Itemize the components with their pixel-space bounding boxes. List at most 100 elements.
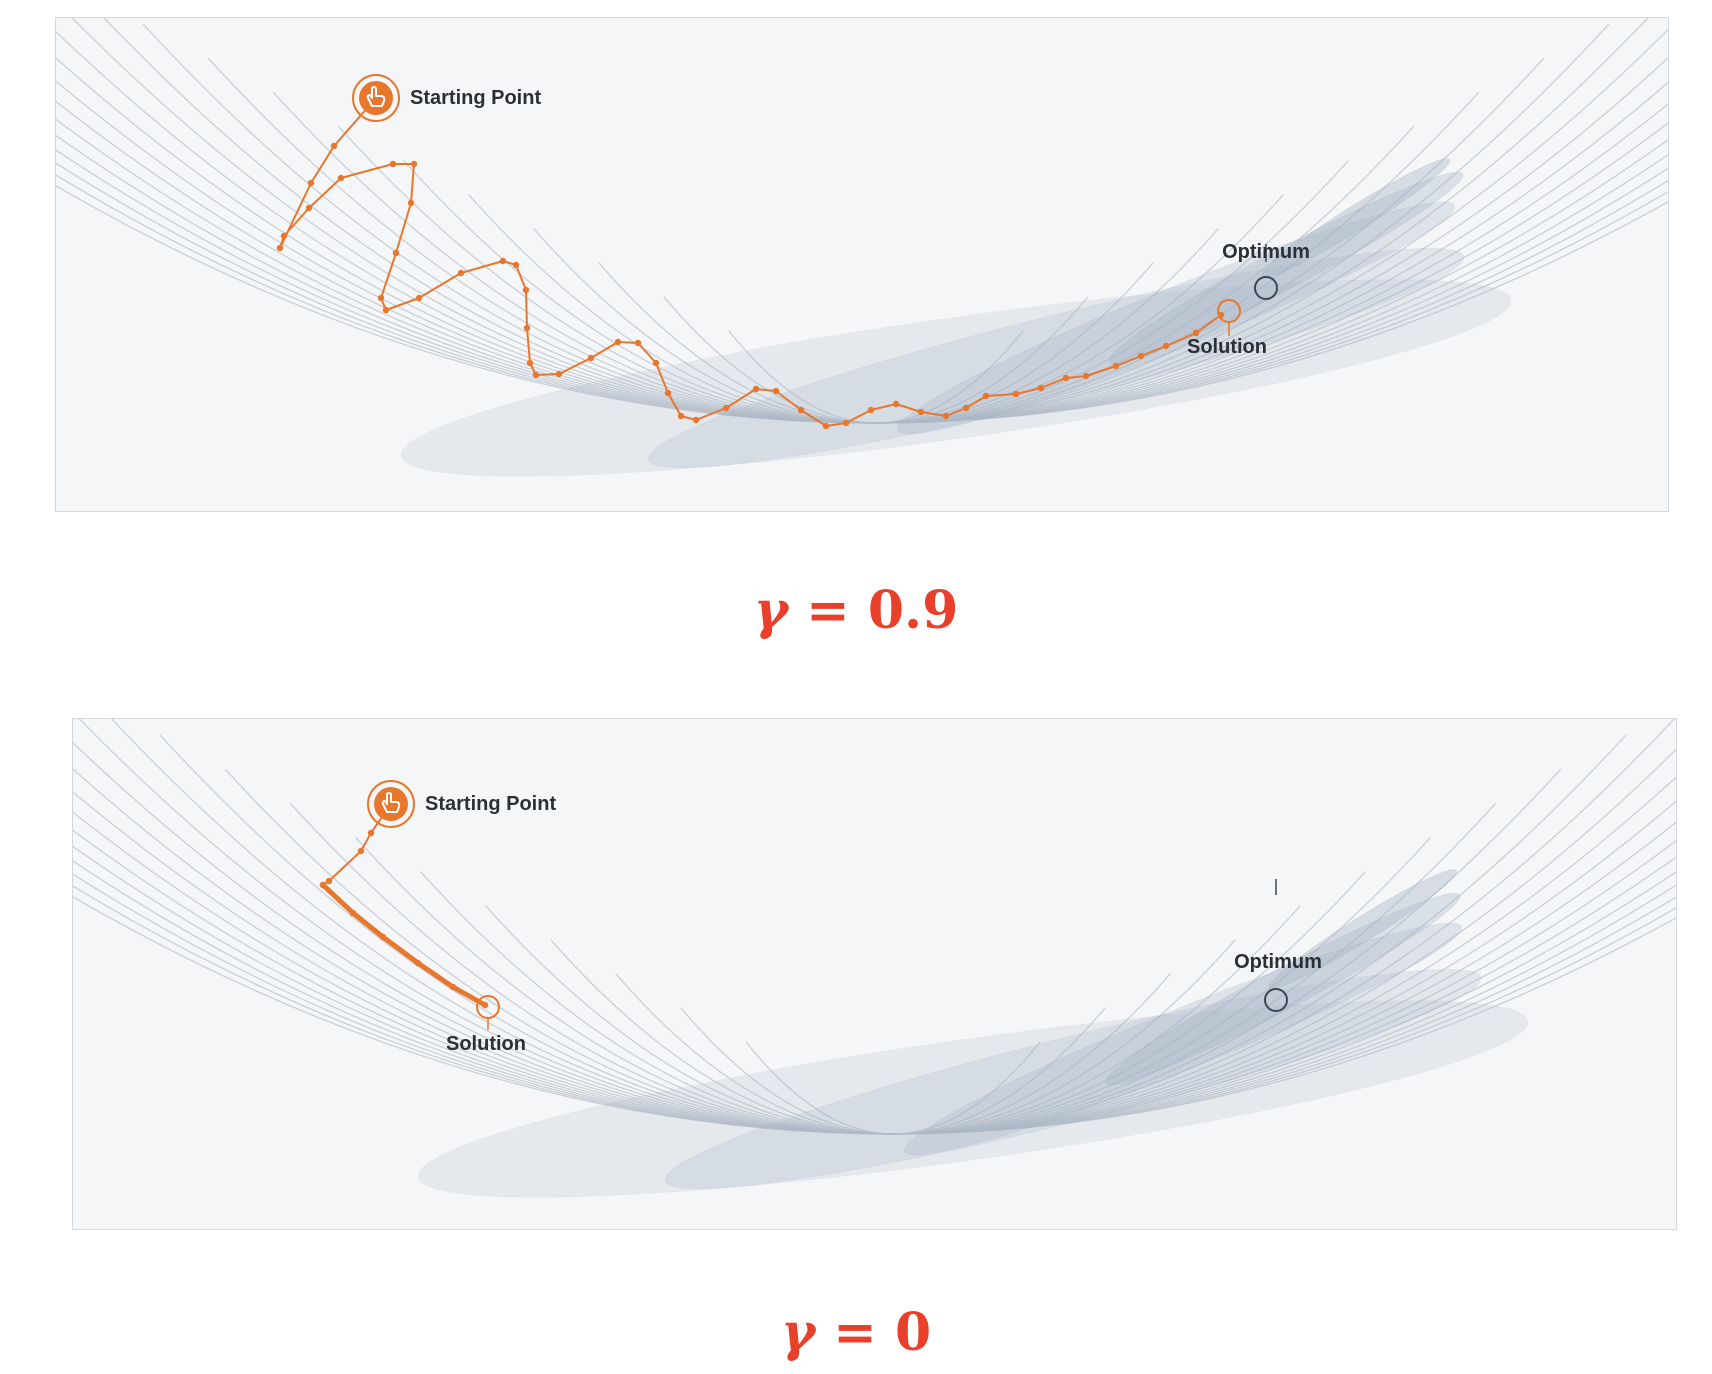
path-step-dot xyxy=(614,338,622,346)
path-step-dot xyxy=(512,261,520,269)
path-step-dot xyxy=(449,983,457,991)
target-circle-icon xyxy=(1264,988,1288,1012)
valley-contour xyxy=(1268,869,1458,989)
solution-marker: Solution xyxy=(446,995,526,1055)
path-step-dot xyxy=(692,416,700,424)
path-step-dot xyxy=(349,909,357,917)
path-step-dot xyxy=(337,174,345,182)
path-step-dot xyxy=(414,959,422,967)
starting-point-label: Starting Point xyxy=(410,87,541,109)
path-step-dot xyxy=(357,847,365,855)
path-step-dot xyxy=(677,412,685,420)
path-step-dot xyxy=(499,257,507,265)
path-step-dot xyxy=(1162,342,1170,350)
path-step-dot xyxy=(1037,384,1045,392)
starting-point-marker[interactable]: Starting Point xyxy=(367,780,556,828)
path-step-dot xyxy=(892,400,900,408)
path-step-dot xyxy=(532,371,540,379)
path-step-dot xyxy=(587,354,595,362)
path-step-dot xyxy=(822,422,830,430)
path-step-dot xyxy=(392,249,400,257)
optimization-path xyxy=(319,800,489,1009)
contour-line xyxy=(73,896,1676,1135)
valley-contour xyxy=(664,969,1482,1189)
valley-contour xyxy=(897,201,1455,435)
valley-shading xyxy=(400,158,1512,477)
path-step-dot xyxy=(389,160,397,168)
path-step-dot xyxy=(652,359,660,367)
gamma-value: 0 xyxy=(894,1302,932,1363)
starting-point-marker[interactable]: Starting Point xyxy=(352,74,541,122)
path-line xyxy=(279,97,1222,427)
path-step-dot xyxy=(325,877,333,885)
path-step-dot xyxy=(1112,362,1120,370)
optimum-marker: Optimum xyxy=(1234,879,1322,1012)
path-step-dot xyxy=(481,1001,489,1009)
valley-contour xyxy=(1261,158,1451,278)
gamma-symbol: γ xyxy=(753,580,789,641)
caption-gamma-0: γ = 0 xyxy=(556,1302,1156,1363)
valley-contour xyxy=(904,922,1462,1156)
solution-label: Solution xyxy=(446,1033,526,1055)
valley-contour xyxy=(1108,171,1464,365)
path-step-dot xyxy=(797,406,805,414)
path-step-dot xyxy=(664,389,672,397)
valley-contour xyxy=(1105,892,1461,1086)
valley-contour xyxy=(647,248,1465,468)
contour-lines xyxy=(56,18,1668,424)
path-step-dot xyxy=(555,370,563,378)
path-step-dot xyxy=(526,359,534,367)
path-step-dot xyxy=(382,306,390,314)
path-step-dot xyxy=(276,244,284,252)
path-step-dot xyxy=(1192,329,1200,337)
contour-lines xyxy=(73,719,1676,1135)
path-step-dot xyxy=(752,385,760,393)
gamma-value: 0.9 xyxy=(867,580,959,641)
optimum-label: Optimum xyxy=(1222,241,1310,263)
path-step-dot xyxy=(410,160,418,168)
path-step-dot xyxy=(722,404,730,412)
gamma-symbol: γ xyxy=(780,1302,816,1363)
hand-pointer-icon xyxy=(381,792,401,813)
path-step-dot xyxy=(522,286,530,294)
path-step-dot xyxy=(982,392,990,400)
path-step-dot xyxy=(842,419,850,427)
path-step-dot xyxy=(457,269,465,277)
contour-plot-no-momentum: Optimum Solution Starting Point xyxy=(72,718,1677,1230)
path-step-dot xyxy=(307,179,315,187)
path-step-dot xyxy=(917,408,925,416)
starting-point-label: Starting Point xyxy=(425,793,556,815)
path-step-dot xyxy=(377,294,385,302)
contour-svg: Optimum Solution Starting Point xyxy=(56,18,1668,477)
path-step-dot xyxy=(367,829,375,837)
path-step-dot xyxy=(962,404,970,412)
path-step-dot xyxy=(772,387,780,395)
path-step-dot xyxy=(1012,390,1020,398)
path-step-dot xyxy=(407,199,415,207)
equals-sign: = xyxy=(815,1302,895,1363)
contour-svg: Optimum Solution Starting Point xyxy=(73,719,1676,1198)
path-step-dot xyxy=(379,933,387,941)
contour-line xyxy=(56,185,1668,424)
path-step-dot xyxy=(867,406,875,414)
valley-contour xyxy=(417,1000,1529,1198)
path-step-dot xyxy=(280,232,288,240)
path-step-dot xyxy=(1062,374,1070,382)
path-step-dot xyxy=(319,881,327,889)
contour-plot-momentum: Optimum Solution Starting Point xyxy=(55,17,1669,512)
optimization-path xyxy=(276,94,1225,430)
path-step-dot xyxy=(1082,372,1090,380)
path-step-dot xyxy=(634,339,642,347)
solution-label: Solution xyxy=(1187,336,1267,358)
path-line xyxy=(320,882,488,1008)
path-step-dot xyxy=(305,204,313,212)
path-step-dot xyxy=(330,142,338,150)
target-circle-icon xyxy=(1254,276,1278,300)
caption-gamma-0-9: γ = 0.9 xyxy=(556,580,1156,641)
optimum-marker: Optimum xyxy=(1222,241,1310,300)
path-step-dot xyxy=(1137,352,1145,360)
optimum-label: Optimum xyxy=(1234,951,1322,973)
path-step-dot xyxy=(523,324,531,332)
path-step-dot xyxy=(415,294,423,302)
valley-contour xyxy=(400,279,1512,477)
